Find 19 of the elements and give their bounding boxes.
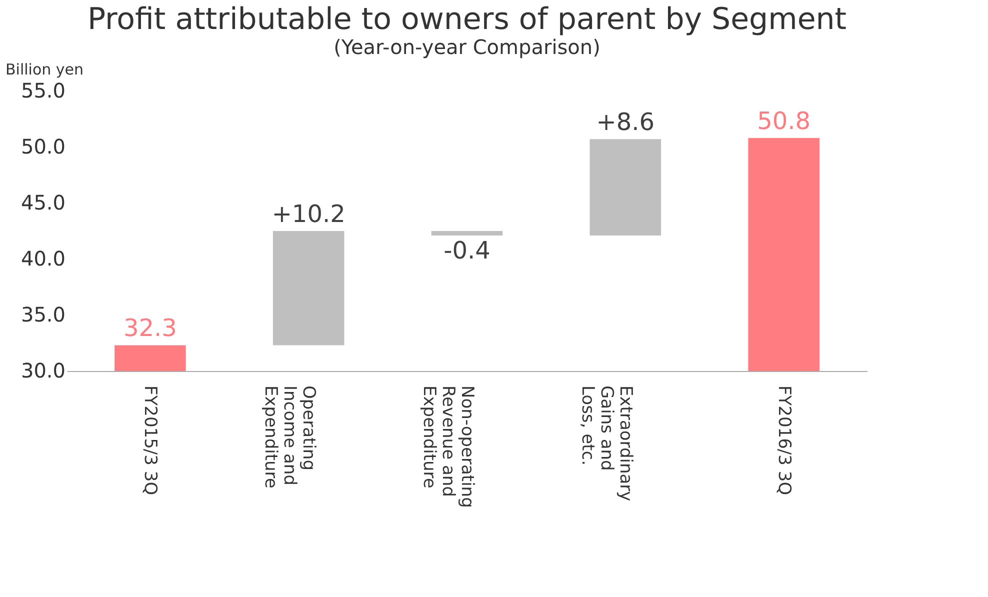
chart-title: Profit attributable to owners of parent by Segment bbox=[87, 2, 847, 37]
data-label: -0.4 bbox=[444, 236, 490, 264]
y-tick-label: 40.0 bbox=[20, 246, 66, 270]
data-label: 32.3 bbox=[123, 314, 177, 342]
data-label: +10.2 bbox=[272, 200, 346, 228]
y-tick-label: 30.0 bbox=[20, 358, 66, 382]
x-tick-label: Operating Income and Expenditure bbox=[260, 386, 319, 488]
y-tick-label: 55.0 bbox=[20, 78, 66, 102]
y-tick-label: 50.0 bbox=[20, 134, 66, 158]
y-tick-label: 45.0 bbox=[20, 190, 66, 214]
x-tick-label: FY2015/3 3Q bbox=[140, 386, 160, 496]
x-tick-label: FY2016/3 3Q bbox=[774, 386, 794, 496]
data-label: 50.8 bbox=[757, 107, 811, 136]
chart-subtitle: (Year-on-year Comparison) bbox=[334, 35, 600, 59]
y-axis-title: Billion yen bbox=[6, 60, 84, 78]
x-tick-label: Non-operating Revenue and Expenditure bbox=[419, 386, 477, 508]
x-tick-label: Extraordinary Gains and Loss, etc. bbox=[577, 386, 636, 502]
y-tick-label: 35.0 bbox=[20, 302, 66, 326]
data-label: +8.6 bbox=[596, 108, 655, 136]
